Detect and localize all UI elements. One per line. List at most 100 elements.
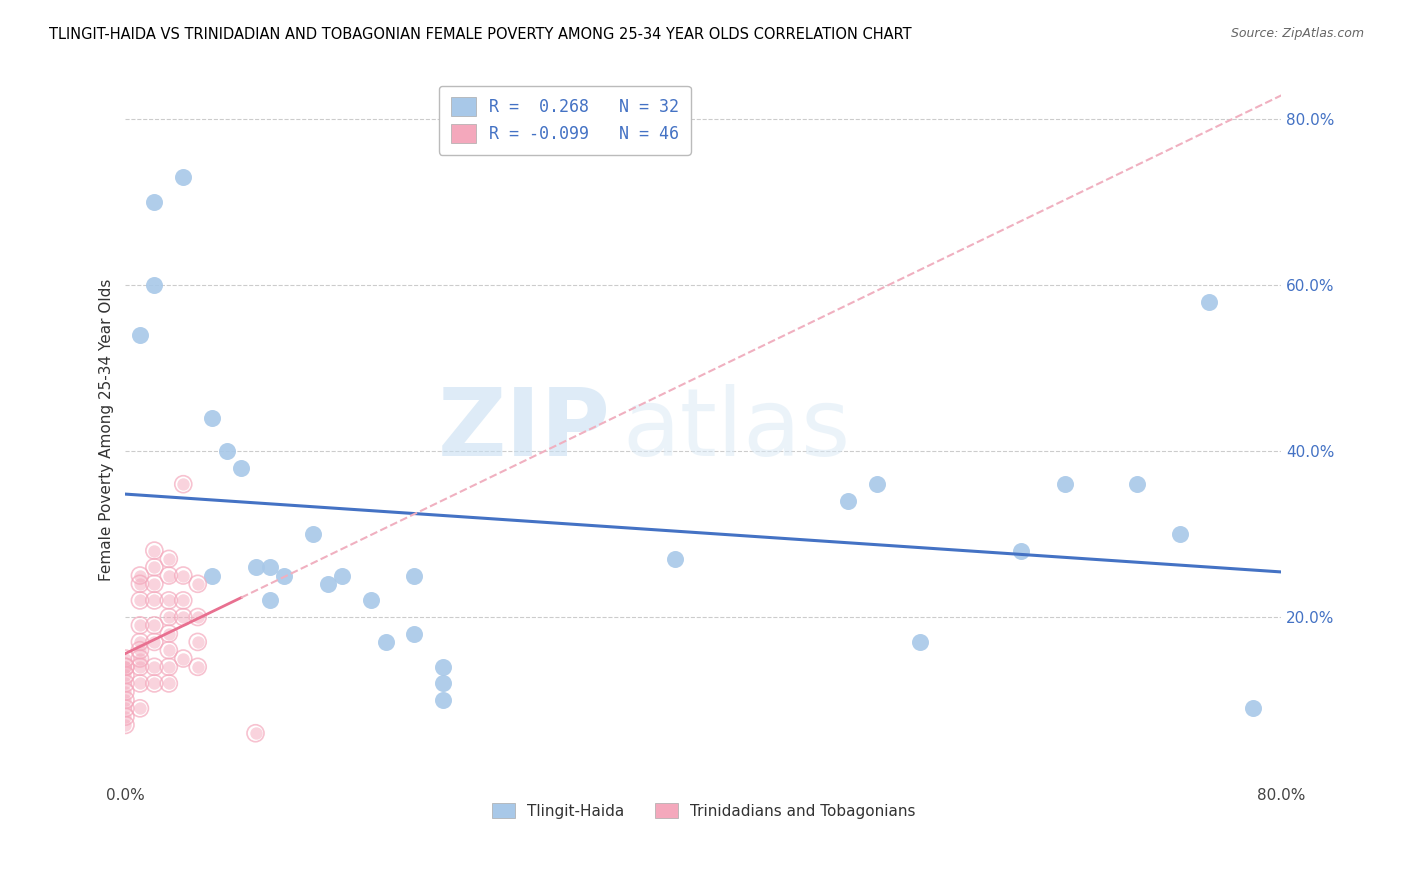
Point	[273, 568, 295, 582]
Point	[187, 660, 209, 674]
Legend: Tlingit-Haida, Trinidadians and Tobagonians: Tlingit-Haida, Trinidadians and Tobagoni…	[485, 797, 921, 825]
Point	[129, 618, 152, 632]
Point	[129, 676, 152, 690]
Point	[157, 552, 180, 566]
Point	[143, 576, 166, 591]
Point	[360, 593, 382, 607]
Point	[143, 560, 166, 574]
Point	[129, 576, 152, 591]
Point	[664, 552, 686, 566]
Point	[1241, 701, 1264, 715]
Point	[129, 568, 152, 582]
Point	[157, 568, 180, 582]
Point	[114, 668, 136, 682]
Point	[157, 610, 180, 624]
Point	[114, 684, 136, 698]
Point	[172, 610, 194, 624]
Point	[143, 635, 166, 649]
Point	[157, 593, 180, 607]
Point	[187, 635, 209, 649]
Point	[157, 593, 180, 607]
Point	[129, 643, 152, 657]
Point	[374, 635, 396, 649]
Point	[157, 660, 180, 674]
Point	[143, 676, 166, 690]
Point	[114, 684, 136, 698]
Point	[114, 660, 136, 674]
Text: atlas: atlas	[623, 384, 851, 476]
Point	[129, 701, 152, 715]
Point	[187, 576, 209, 591]
Point	[114, 718, 136, 732]
Point	[837, 493, 859, 508]
Point	[245, 726, 267, 740]
Point	[143, 593, 166, 607]
Point	[114, 718, 136, 732]
Point	[114, 651, 136, 665]
Point	[143, 660, 166, 674]
Point	[1198, 294, 1220, 309]
Point	[129, 660, 152, 674]
Point	[302, 527, 325, 541]
Point	[908, 635, 931, 649]
Point	[114, 660, 136, 674]
Point	[143, 676, 166, 690]
Point	[157, 552, 180, 566]
Point	[143, 618, 166, 632]
Point	[114, 701, 136, 715]
Point	[143, 543, 166, 558]
Point	[129, 568, 152, 582]
Point	[114, 676, 136, 690]
Point	[187, 660, 209, 674]
Point	[404, 626, 426, 640]
Point	[157, 676, 180, 690]
Point	[157, 643, 180, 657]
Point	[1126, 477, 1149, 491]
Point	[114, 651, 136, 665]
Text: ZIP: ZIP	[439, 384, 612, 476]
Point	[1010, 543, 1032, 558]
Point	[215, 444, 238, 458]
Point	[316, 576, 339, 591]
Text: Source: ZipAtlas.com: Source: ZipAtlas.com	[1230, 27, 1364, 40]
Point	[172, 651, 194, 665]
Point	[129, 593, 152, 607]
Point	[172, 593, 194, 607]
Point	[172, 568, 194, 582]
Point	[129, 635, 152, 649]
Point	[229, 460, 252, 475]
Point	[172, 169, 194, 184]
Point	[129, 327, 152, 342]
Point	[114, 709, 136, 723]
Point	[432, 660, 454, 674]
Point	[172, 610, 194, 624]
Point	[330, 568, 353, 582]
Point	[201, 568, 224, 582]
Point	[172, 477, 194, 491]
Point	[172, 651, 194, 665]
Point	[129, 651, 152, 665]
Point	[129, 660, 152, 674]
Point	[157, 676, 180, 690]
Point	[129, 635, 152, 649]
Point	[866, 477, 889, 491]
Point	[404, 568, 426, 582]
Point	[187, 610, 209, 624]
Point	[432, 676, 454, 690]
Point	[157, 626, 180, 640]
Point	[129, 701, 152, 715]
Text: TLINGIT-HAIDA VS TRINIDADIAN AND TOBAGONIAN FEMALE POVERTY AMONG 25-34 YEAR OLDS: TLINGIT-HAIDA VS TRINIDADIAN AND TOBAGON…	[49, 27, 912, 42]
Point	[245, 726, 267, 740]
Point	[157, 626, 180, 640]
Point	[129, 676, 152, 690]
Point	[157, 568, 180, 582]
Point	[143, 618, 166, 632]
Point	[172, 477, 194, 491]
Point	[172, 568, 194, 582]
Point	[143, 635, 166, 649]
Point	[114, 701, 136, 715]
Point	[114, 709, 136, 723]
Point	[1168, 527, 1191, 541]
Point	[245, 560, 267, 574]
Point	[114, 660, 136, 674]
